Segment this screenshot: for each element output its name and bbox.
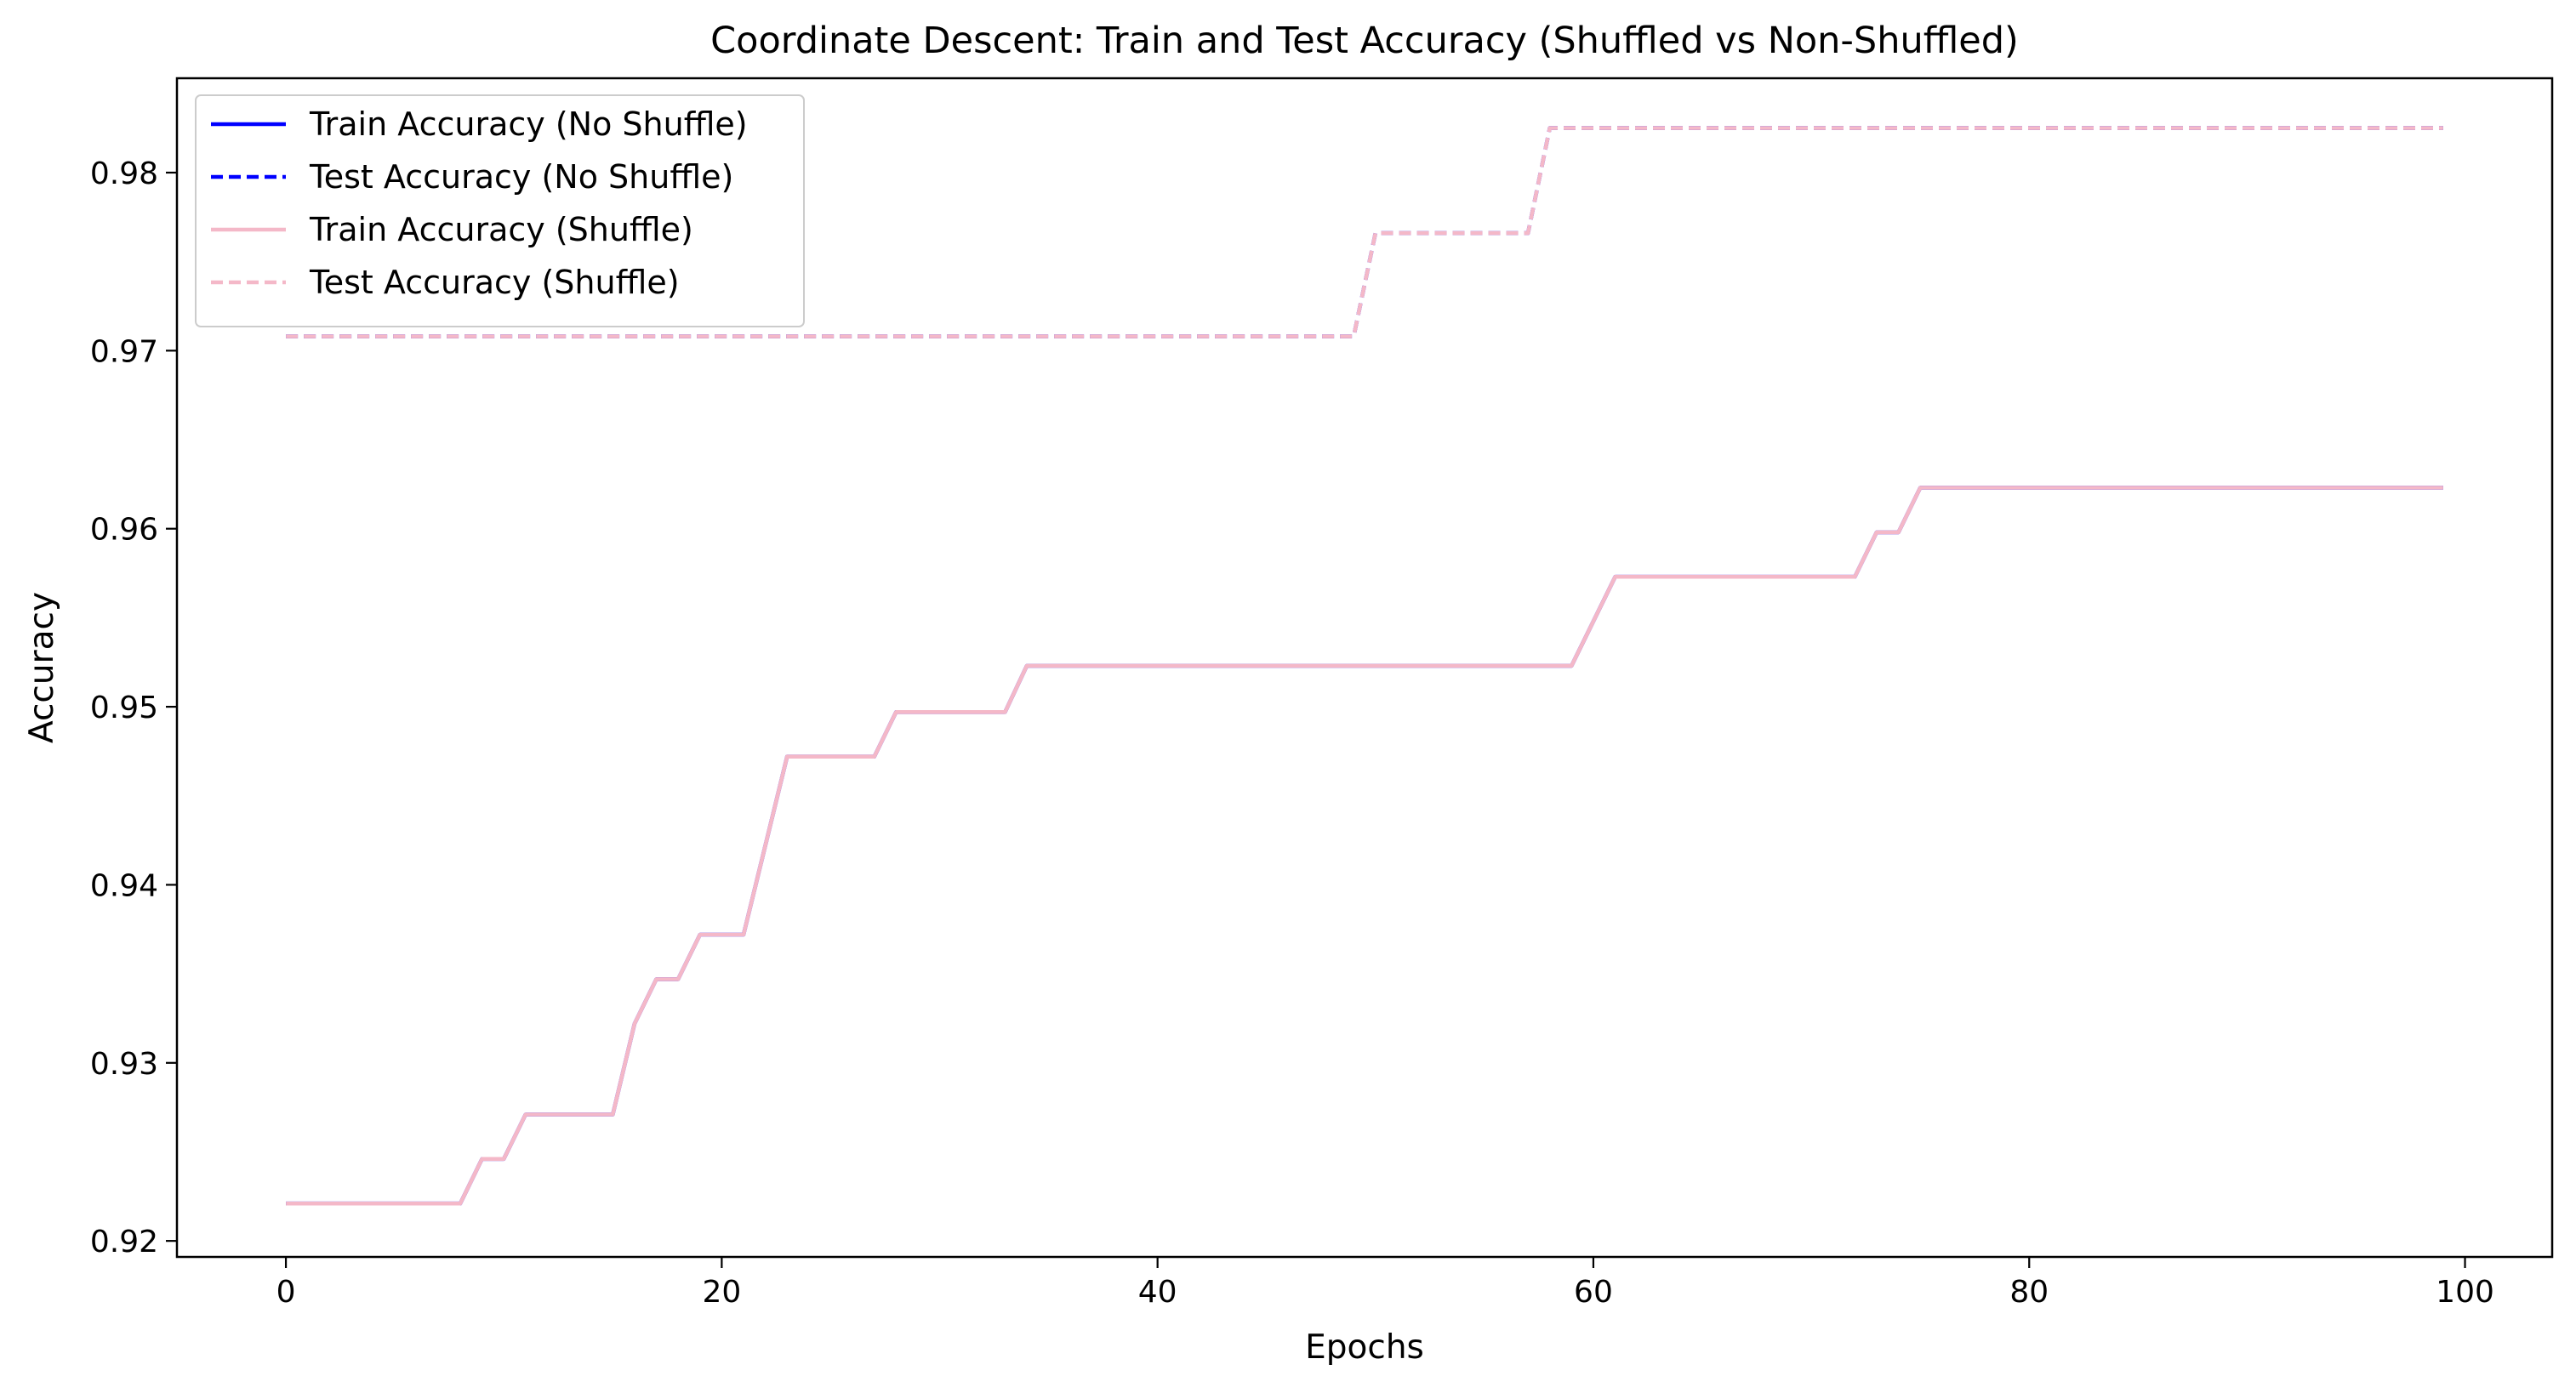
y-tick-label: 0.96 [90, 513, 158, 548]
series-layer [286, 126, 2443, 1206]
series-line-train-accuracy-no-shuffle [286, 486, 2443, 1206]
legend-label: Train Accuracy (No Shuffle) [309, 105, 748, 143]
y-axis: 0.92 0.93 0.94 0.95 0.96 0.97 0.98 [90, 156, 177, 1259]
x-tick-label: 0 [276, 1275, 296, 1310]
series-line-train-accuracy-shuffle [286, 486, 2443, 1206]
legend-box [195, 94, 805, 327]
x-tick-label: 60 [1574, 1275, 1613, 1310]
series-line-test-accuracy-shuffle [286, 126, 2443, 338]
y-tick-label: 0.92 [90, 1225, 158, 1259]
legend-label: Test Accuracy (No Shuffle) [309, 158, 733, 196]
x-axis: 0 20 40 60 80 100 [276, 1257, 2494, 1310]
plot-frame [175, 77, 2554, 1259]
y-tick-label: 0.97 [90, 334, 158, 369]
y-tick-label: 0.93 [90, 1047, 158, 1082]
y-axis-label: Accuracy [23, 592, 61, 743]
y-tick-label: 0.95 [90, 691, 158, 725]
y-tick-label: 0.94 [90, 868, 158, 903]
x-tick-label: 40 [1138, 1275, 1177, 1310]
y-tick-label: 0.98 [90, 156, 158, 191]
legend-label: Train Accuracy (Shuffle) [309, 211, 693, 248]
x-tick-label: 100 [2436, 1275, 2494, 1310]
x-axis-label: Epochs [1305, 1328, 1424, 1367]
chart-title: Coordinate Descent: Train and Test Accur… [710, 20, 2019, 62]
x-tick-label: 80 [2009, 1275, 2049, 1310]
x-tick-label: 20 [702, 1275, 741, 1310]
legend: Train Accuracy (No Shuffle) Test Accuracy… [195, 94, 805, 327]
legend-label: Test Accuracy (Shuffle) [309, 264, 680, 301]
